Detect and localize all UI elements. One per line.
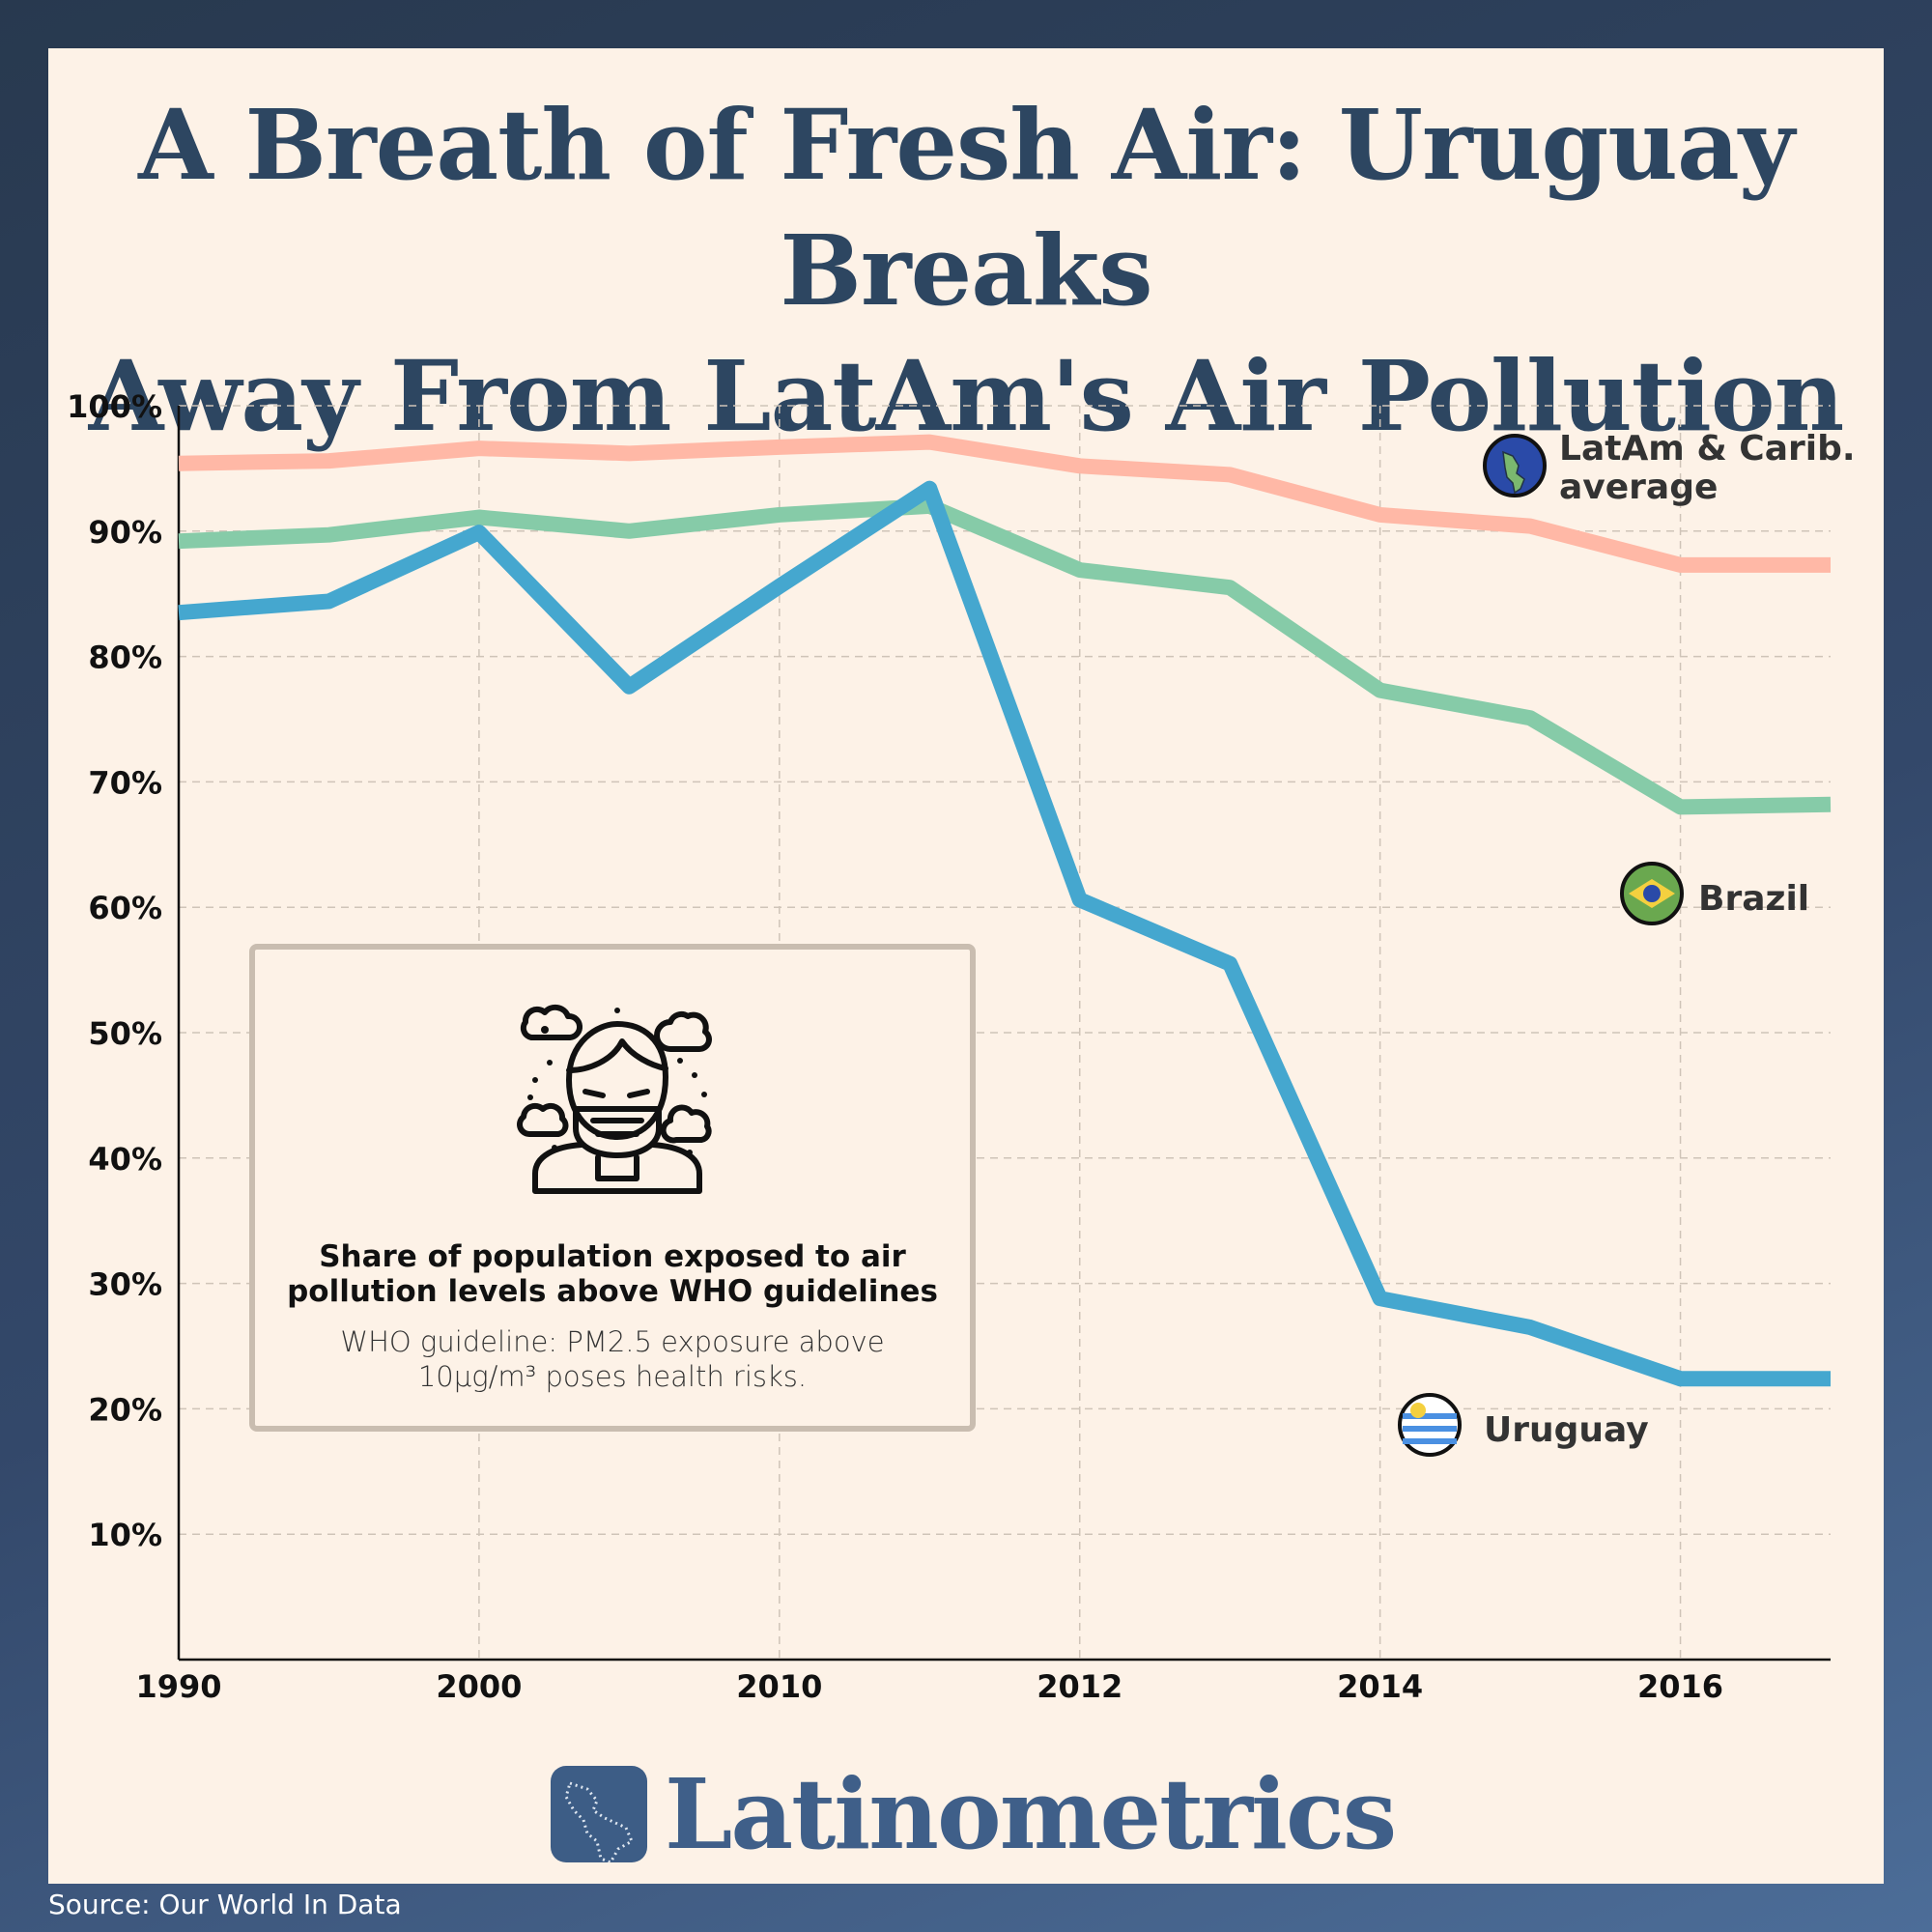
x-tick-label: 2014 <box>1337 1668 1423 1705</box>
y-tick-label: 40% <box>88 1141 162 1178</box>
info-heading-line-2: pollution levels above WHO guidelines <box>287 1274 938 1309</box>
x-tick-label: 2010 <box>736 1668 822 1705</box>
chart-title: A Breath of Fresh Air: Uruguay Breaks Aw… <box>0 82 1932 459</box>
latam-map-logo-icon <box>551 1766 647 1864</box>
title-line-1: A Breath of Fresh Air: Uruguay Breaks <box>138 88 1795 327</box>
series-lines <box>178 434 1832 1387</box>
uruguay-flag-icon <box>1398 1393 1462 1457</box>
y-tick-label: 100% <box>67 388 162 425</box>
legend-label-uruguay: Uruguay <box>1484 1410 1649 1450</box>
info-heading-line-1: Share of population exposed to air <box>319 1239 906 1274</box>
brazil-flag-icon <box>1620 862 1684 925</box>
series-line-uruguay <box>178 480 1831 1387</box>
info-note: WHO guideline: PM2.5 exposure above 10µg… <box>255 1324 970 1394</box>
info-note-line-1: WHO guideline: PM2.5 exposure above <box>340 1325 885 1358</box>
source-note: Source: Our World In Data <box>48 1889 402 1920</box>
y-tick-label: 50% <box>88 1015 162 1052</box>
title-line-2: Away From LatAm's Air Pollution <box>88 339 1845 453</box>
y-tick-label: 30% <box>88 1266 162 1303</box>
y-tick-label: 90% <box>88 514 162 551</box>
info-note-line-2: 10µg/m³ poses health risks. <box>417 1360 808 1393</box>
x-tick-label: 2012 <box>1037 1668 1122 1705</box>
x-tick-label: 2000 <box>436 1668 522 1705</box>
globe-americas-icon <box>1483 434 1547 497</box>
x-tick-label: 2016 <box>1637 1668 1723 1705</box>
legend-label-latam-line-1: LatAm & Carib. <box>1559 429 1856 469</box>
masked-person-pollution-icon <box>517 1004 712 1194</box>
series-line-brazil <box>178 497 1832 815</box>
info-heading: Share of population exposed to air pollu… <box>255 1239 970 1309</box>
axes: 10% 20% 30% 40% 50% 60% 70% 80% 90% 100% 1990 2000 2… <box>67 388 1831 1705</box>
y-tick-label: 60% <box>88 890 162 926</box>
y-tick-label: 20% <box>88 1391 162 1428</box>
legend-label-brazil: Brazil <box>1698 879 1809 919</box>
brand-name: Latinometrics <box>665 1757 1397 1871</box>
series-labels: LatAm & Carib.average Brazil Uruguay <box>1398 429 1856 1457</box>
series-line-latam-carib-average <box>178 434 1831 573</box>
brand-footer: Latinometrics <box>551 1757 1397 1871</box>
y-tick-label: 70% <box>88 764 162 801</box>
x-tick-label: 1990 <box>135 1668 221 1705</box>
legend-label-latam-line-2: average <box>1559 468 1718 507</box>
y-tick-label: 10% <box>88 1517 162 1553</box>
y-tick-label: 80% <box>88 639 162 676</box>
info-box: Share of population exposed to air pollu… <box>249 944 976 1432</box>
